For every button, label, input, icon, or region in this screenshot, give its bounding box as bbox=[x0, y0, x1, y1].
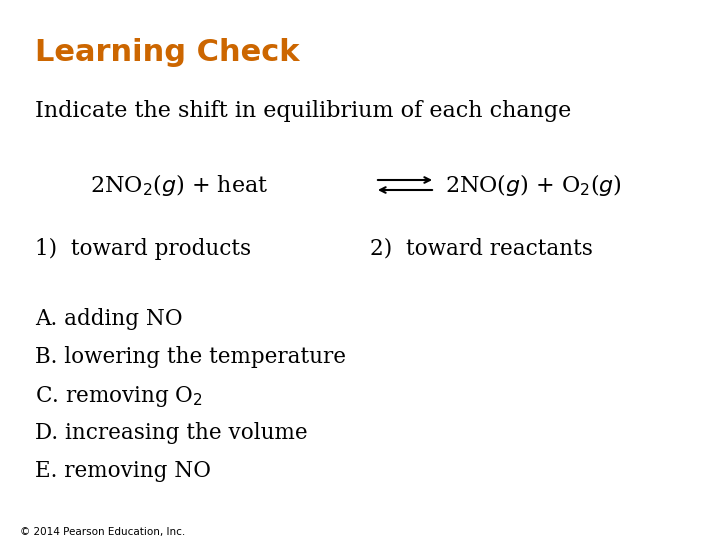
Text: Learning Check: Learning Check bbox=[35, 38, 300, 67]
Text: C. removing O$_2$: C. removing O$_2$ bbox=[35, 384, 203, 409]
Text: 2)  toward reactants: 2) toward reactants bbox=[370, 238, 593, 260]
Text: 2NO$_2$($g$) + heat: 2NO$_2$($g$) + heat bbox=[90, 172, 269, 198]
Text: © 2014 Pearson Education, Inc.: © 2014 Pearson Education, Inc. bbox=[20, 527, 185, 537]
Text: E. removing NO: E. removing NO bbox=[35, 460, 211, 482]
Text: 1)  toward products: 1) toward products bbox=[35, 238, 251, 260]
Text: D. increasing the volume: D. increasing the volume bbox=[35, 422, 307, 444]
Text: Indicate the shift in equilibrium of each change: Indicate the shift in equilibrium of eac… bbox=[35, 100, 571, 122]
Text: 2NO($g$) + O$_2$($g$): 2NO($g$) + O$_2$($g$) bbox=[445, 172, 622, 198]
Text: A. adding NO: A. adding NO bbox=[35, 308, 183, 330]
Text: B. lowering the temperature: B. lowering the temperature bbox=[35, 346, 346, 368]
